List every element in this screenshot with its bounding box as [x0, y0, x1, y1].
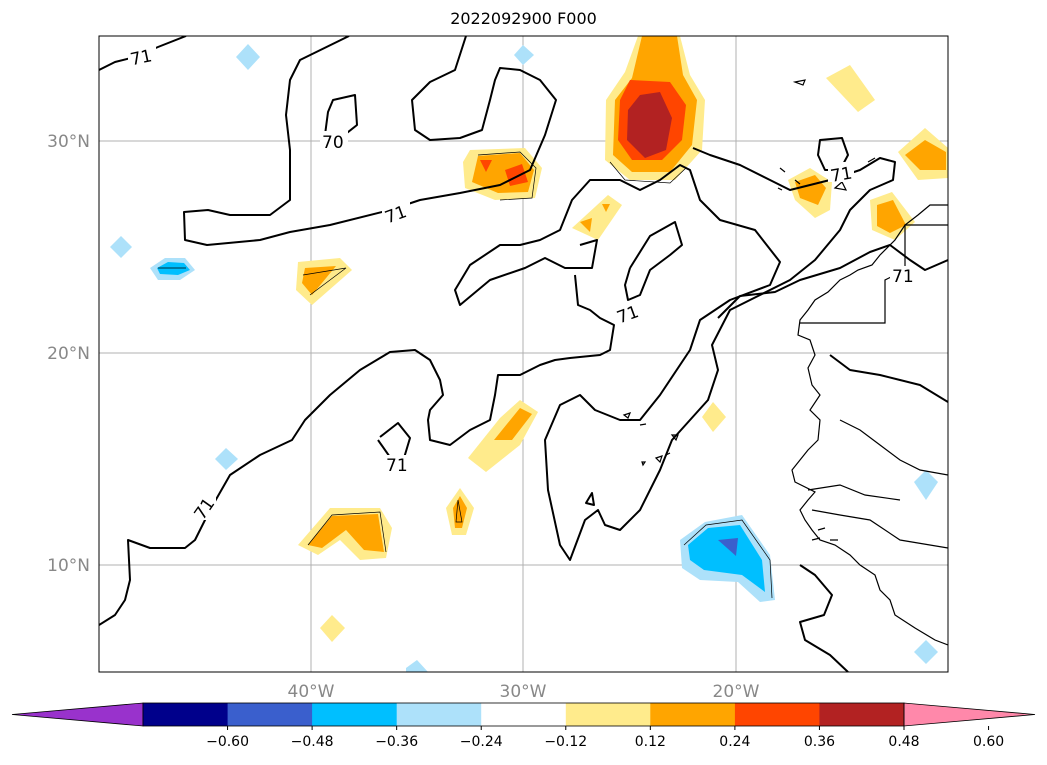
positive-anomaly-30w-17n-core [494, 408, 532, 440]
positive-anomaly-40w-11n-core [308, 514, 384, 552]
contour-label: 71 [129, 46, 154, 70]
border-senegal [807, 484, 901, 501]
positive-anomaly-21w-17n [702, 402, 726, 432]
anomaly-outline-33w-12n [455, 499, 463, 523]
border-guinea [811, 509, 948, 549]
negative-anomaly-20w-10n-inner [718, 538, 738, 556]
colorbar-tick-label: 0.60 [973, 734, 1004, 750]
lat-label-30n: 30°N [47, 132, 90, 152]
colorbar-tick-label: 0.24 [719, 734, 750, 750]
positive-anomaly-8w-30n-core [905, 140, 946, 170]
contour-71-central [454, 147, 896, 561]
colorbar-tick-label: −0.36 [375, 734, 418, 750]
colorbar-segment [734, 703, 820, 726]
positive-anomaly-39w-7n [320, 615, 345, 642]
positive-anomaly-16w-32n [826, 65, 875, 112]
negative-anomaly-small-6 [914, 470, 938, 500]
colorbar-tick-label: 0.36 [804, 734, 835, 750]
bijagos-islands [811, 527, 838, 541]
positive-anomaly-40w-24n-core [302, 266, 336, 295]
contour-label-bg [828, 162, 854, 182]
positive-anomaly-north-max [627, 92, 672, 158]
lon-label-30w: 30°W [500, 682, 547, 702]
contour-71-southeast [799, 564, 849, 672]
negative-anomaly-small-7 [914, 640, 938, 664]
colorbar-frame [142, 702, 905, 727]
graticule [99, 36, 948, 672]
contour-label-bg [384, 455, 412, 475]
anomaly-outline-30w [477, 151, 537, 201]
negative-anomaly-45w-24n-core [157, 262, 190, 275]
negative-anomaly-small-5 [406, 660, 428, 672]
contour-label-bg [190, 496, 216, 520]
contour-small-loop-1 [585, 492, 595, 506]
contour-label: 71 [386, 456, 408, 476]
lon-label-20w: 20°W [713, 682, 760, 702]
colorbar-segment [227, 703, 313, 726]
map-plot-area: 71 70 71 71 71 71 71 71 [99, 36, 948, 672]
anomaly-outline-20w-10n [683, 519, 773, 599]
anomaly-outline-40w-24n [302, 267, 347, 296]
colorbar-extend-max [903, 702, 1036, 727]
contour-label: 70 [322, 133, 344, 153]
border-mali [839, 419, 948, 476]
positive-anomaly-27w [572, 195, 622, 240]
negative-anomaly-small-4 [514, 45, 534, 65]
colorbar-segment [481, 703, 567, 726]
anomaly-outline-40w-11n [307, 511, 387, 553]
colorbar-tick-label: −0.12 [544, 734, 587, 750]
map-frame [98, 35, 949, 673]
contour-71-main [183, 36, 557, 246]
contour-label: 71 [829, 163, 854, 186]
colorbar-segment [312, 703, 398, 726]
filled-anomalies [110, 36, 948, 672]
colorbar-segment [650, 703, 736, 726]
contour-71-loop-central [624, 221, 683, 301]
lon-label-40w: 40°W [288, 682, 335, 702]
colorbar-extend-min [11, 702, 144, 727]
contour-label-bg [382, 200, 410, 220]
negative-anomaly-20w-10n-core [688, 525, 765, 592]
colorbar-tick-label: −0.60 [206, 734, 249, 750]
latitude-labels: 30°N 20°N 10°N [47, 132, 90, 576]
contour-label-group: 71 70 71 71 71 71 71 71 [128, 45, 916, 524]
lat-label-20n: 20°N [47, 344, 90, 364]
positive-anomaly-30w-inner [480, 160, 528, 186]
colorbar-tick-label: −0.24 [460, 734, 503, 750]
contour-label-bg [128, 45, 156, 65]
contours [99, 36, 948, 672]
contour-label: 71 [892, 267, 914, 287]
cape-verde [622, 412, 679, 467]
contour-71-loop-south [377, 422, 411, 461]
contour-71-mauritania [829, 354, 948, 403]
map-title: 2022092900 F000 [450, 9, 597, 28]
coastline-west-africa [791, 204, 948, 646]
negative-anomaly-small-3 [215, 448, 238, 470]
contour-71-east [717, 244, 948, 319]
lat-label-10n: 10°N [47, 556, 90, 576]
contour-label-bg [320, 131, 348, 151]
negative-anomaly-small-1 [236, 44, 260, 70]
colorbar-segment [143, 703, 229, 726]
colorbar-segment [819, 703, 905, 726]
colorbar-tick-label: −0.48 [291, 734, 334, 750]
colorbar-segment [396, 703, 482, 726]
colorbar-tick-label: 0.48 [888, 734, 919, 750]
colorbar-tick-label: 0.12 [635, 734, 666, 750]
anomaly-outline-north [609, 161, 687, 184]
positive-anomaly-27w-core [580, 204, 610, 232]
contour-label-bg [890, 266, 916, 286]
longitude-labels: 40°W 30°W 20°W [288, 682, 760, 702]
contour-label-bg [614, 302, 642, 322]
contour-71-south [99, 274, 615, 626]
anomaly-outlines [158, 151, 773, 599]
negative-anomaly-small-2 [110, 236, 132, 258]
positive-anomaly-12w-26n-core [877, 200, 906, 233]
colorbar: −0.60 −0.48 −0.36 −0.24 −0.12 0.12 0.24 0.36 0.4… [11, 702, 1036, 750]
colorbar-segment [565, 703, 651, 726]
canary-islands [777, 79, 876, 191]
